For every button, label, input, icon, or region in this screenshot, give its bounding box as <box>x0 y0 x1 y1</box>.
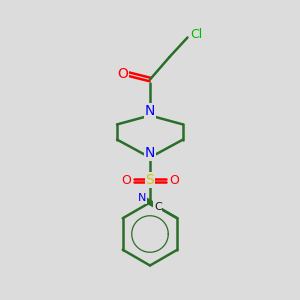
Text: N: N <box>138 193 146 203</box>
Text: Cl: Cl <box>190 28 202 41</box>
Text: O: O <box>122 173 131 187</box>
Text: C: C <box>154 202 162 212</box>
Text: S: S <box>146 173 154 187</box>
Text: O: O <box>169 173 178 187</box>
Text: O: O <box>118 67 128 81</box>
Text: N: N <box>145 104 155 118</box>
Text: N: N <box>145 146 155 160</box>
